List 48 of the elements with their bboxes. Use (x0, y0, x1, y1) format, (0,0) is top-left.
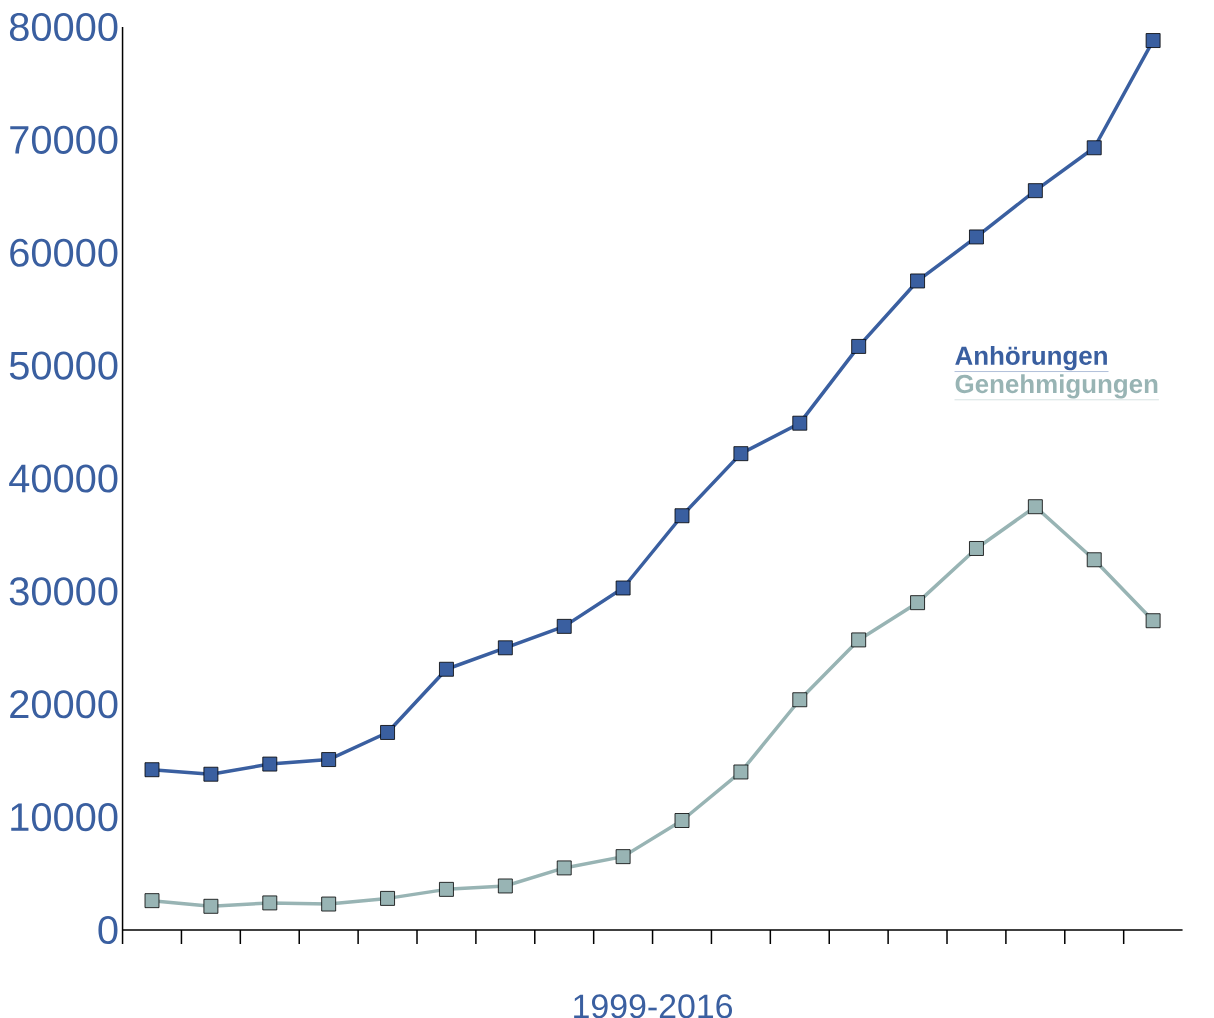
point (792, 692, 808, 708)
point (1086, 552, 1102, 568)
point (203, 766, 219, 782)
y-tick-label: 40000 (9, 464, 118, 493)
point (203, 898, 219, 914)
point (380, 725, 395, 740)
y-tick-label: 70000 (10, 125, 118, 154)
point (615, 849, 631, 865)
point (1027, 183, 1043, 199)
point (497, 640, 513, 656)
point (910, 273, 925, 289)
point (439, 661, 454, 677)
point (674, 813, 690, 828)
point (321, 896, 337, 912)
y-tick-label: 0 (98, 915, 118, 945)
point (144, 762, 160, 778)
point (1145, 613, 1161, 629)
point (497, 878, 513, 894)
text: Genehmigungen (955, 374, 1158, 399)
point (615, 580, 631, 596)
point (321, 752, 337, 767)
point (733, 446, 749, 462)
point (262, 895, 278, 911)
y-tick-label: 80000 (9, 12, 118, 42)
point (1145, 33, 1161, 48)
point (674, 508, 690, 524)
x-axis-title: 1999-2016 (574, 994, 733, 1018)
point (262, 756, 278, 772)
text: Anhörungen (955, 345, 1107, 371)
point (380, 890, 395, 906)
point (792, 415, 808, 431)
point (1086, 140, 1102, 156)
y-tick-label: 10000 (11, 803, 118, 832)
point (439, 881, 454, 897)
point (910, 595, 925, 611)
y-tick-label: 50000 (9, 351, 118, 380)
point (851, 632, 867, 648)
point (556, 860, 572, 876)
y-tick-label: 30000 (9, 577, 118, 606)
point (1027, 499, 1043, 515)
y-tick-label: 20000 (10, 690, 118, 719)
point (733, 764, 749, 780)
y-tick-label: 60000 (10, 238, 118, 267)
point (144, 893, 160, 909)
point (969, 229, 984, 245)
point (556, 618, 572, 634)
point (851, 339, 867, 354)
point (969, 541, 984, 556)
